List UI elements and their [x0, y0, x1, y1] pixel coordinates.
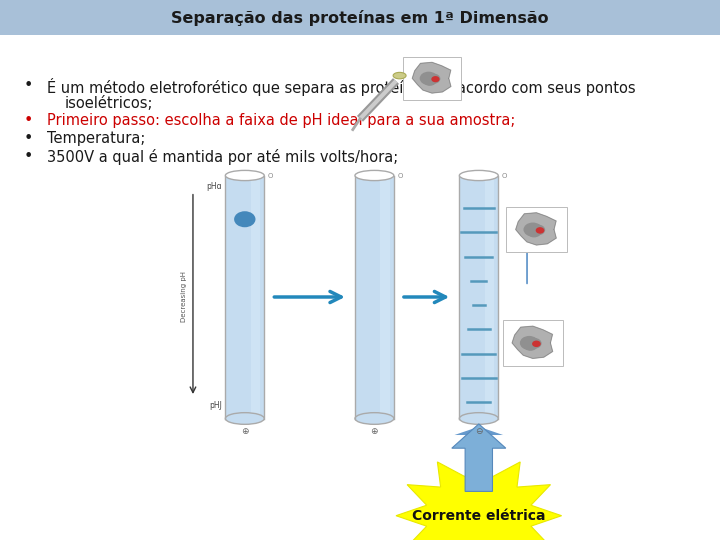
Text: •: •: [24, 149, 34, 164]
FancyArrow shape: [452, 424, 505, 491]
Ellipse shape: [459, 413, 498, 424]
Circle shape: [536, 227, 544, 234]
Ellipse shape: [355, 413, 394, 424]
FancyBboxPatch shape: [506, 207, 567, 252]
Text: isoelétricos;: isoelétricos;: [65, 96, 153, 111]
Text: O: O: [268, 172, 273, 179]
Circle shape: [523, 222, 542, 237]
Ellipse shape: [393, 72, 406, 79]
Bar: [485, 176, 495, 418]
Text: ⊕: ⊕: [241, 428, 248, 436]
Polygon shape: [396, 454, 562, 540]
Bar: [380, 176, 390, 418]
Circle shape: [527, 338, 541, 349]
Circle shape: [527, 227, 541, 238]
Bar: [225, 176, 264, 418]
Circle shape: [234, 211, 256, 227]
Text: O: O: [502, 172, 507, 179]
Bar: [251, 176, 261, 418]
Polygon shape: [512, 326, 552, 359]
Bar: [355, 176, 394, 418]
Text: Separação das proteínas em 1ª Dimensão: Separação das proteínas em 1ª Dimensão: [171, 10, 549, 25]
Circle shape: [423, 76, 436, 86]
Text: Decreasing pH: Decreasing pH: [181, 272, 187, 322]
Text: 3500V a qual é mantida por até mils volts/hora;: 3500V a qual é mantida por até mils volt…: [47, 149, 398, 165]
Text: •: •: [24, 78, 34, 93]
Text: ⊕: ⊕: [371, 428, 378, 436]
Text: •: •: [24, 113, 34, 129]
Polygon shape: [413, 63, 451, 93]
Circle shape: [531, 225, 545, 235]
Text: Primeiro passo: escolha a faixa de pH ideal para a sua amostra;: Primeiro passo: escolha a faixa de pH id…: [47, 113, 516, 129]
Circle shape: [523, 340, 538, 351]
Circle shape: [520, 336, 539, 350]
Text: •: •: [24, 131, 34, 146]
Text: Temperatura;: Temperatura;: [47, 131, 145, 146]
Text: pHɑ: pHɑ: [206, 182, 222, 191]
Circle shape: [427, 73, 441, 84]
Bar: [459, 176, 498, 418]
FancyBboxPatch shape: [403, 57, 461, 100]
Bar: [0, 0, 720, 35]
Ellipse shape: [355, 171, 394, 180]
Text: É um método eletroforético que separa as proteínas de acordo com seus pontos: É um método eletroforético que separa as…: [47, 78, 636, 96]
Polygon shape: [516, 213, 556, 245]
Circle shape: [431, 76, 440, 82]
FancyBboxPatch shape: [503, 320, 563, 366]
Ellipse shape: [459, 171, 498, 180]
Circle shape: [532, 341, 541, 347]
Circle shape: [420, 72, 438, 85]
Text: pHJ: pHJ: [209, 401, 222, 409]
Text: ⊖: ⊖: [475, 428, 482, 436]
Ellipse shape: [225, 413, 264, 424]
Text: O: O: [397, 172, 402, 179]
Ellipse shape: [225, 171, 264, 180]
Text: Corrente elétrica: Corrente elétrica: [412, 509, 546, 523]
